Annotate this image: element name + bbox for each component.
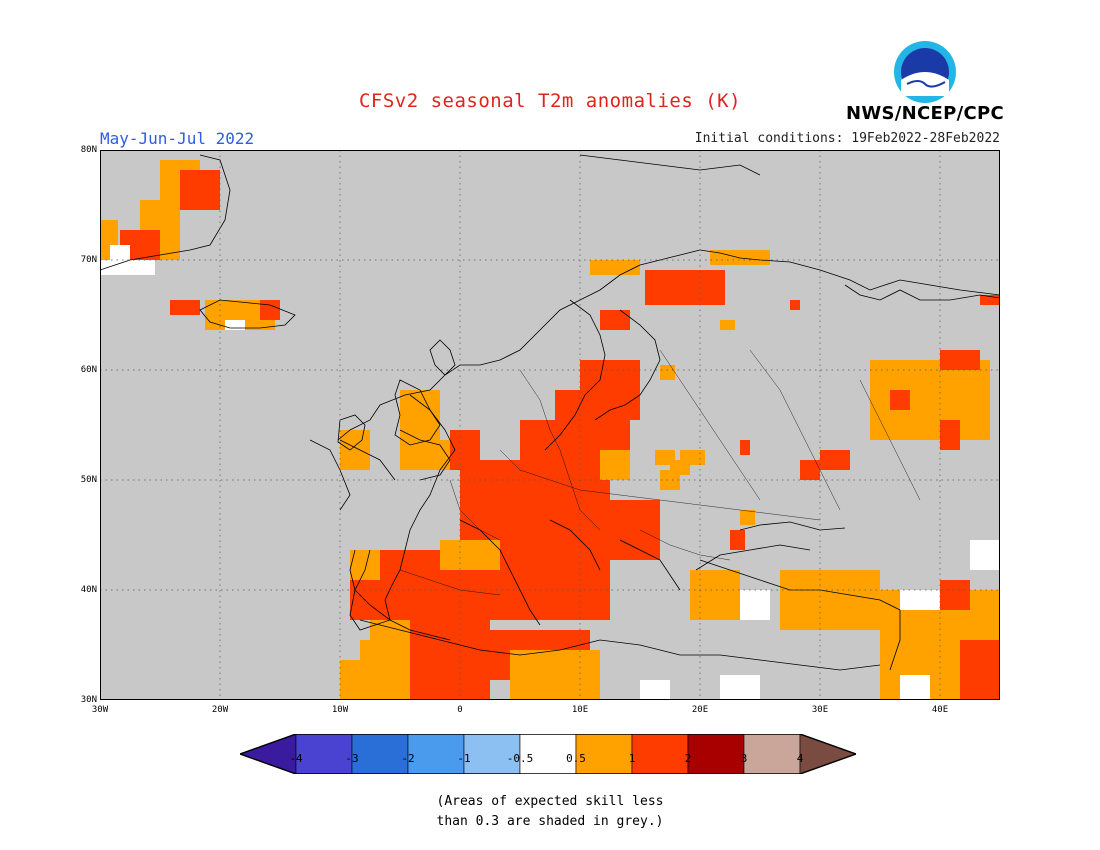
anomaly-cell (730, 530, 745, 550)
anomaly-cell (720, 675, 760, 700)
anomaly-cell (590, 260, 640, 275)
skill-note-line: (Areas of expected skill less (436, 794, 664, 809)
colorbar-label: 4 (796, 752, 804, 765)
anomaly-cell (940, 420, 960, 450)
colorbar-label: -0.5 (506, 752, 534, 765)
colorbar-segment (687, 734, 745, 774)
country-borders (399, 349, 921, 596)
anomaly-cell (645, 270, 725, 305)
colorbar-segment (799, 734, 857, 774)
lat-label: 70N (80, 255, 97, 265)
anomaly-cell (610, 500, 660, 560)
initial-conditions: Initial conditions: 19Feb2022-28Feb2022 (694, 131, 1000, 146)
anomaly-cell (180, 170, 220, 210)
anomaly-cell (600, 450, 630, 480)
anomaly-cell (720, 320, 735, 330)
colorbar-segment (519, 734, 577, 774)
anomaly-cell (740, 590, 770, 620)
anomaly-cell (400, 440, 450, 470)
lon-label: 10W (331, 705, 349, 715)
colorbar-label: 3 (740, 752, 748, 765)
lon-label: 20E (691, 705, 709, 715)
anomaly-cell (970, 540, 1000, 570)
anomaly-cell (340, 430, 370, 470)
anomaly-cell (225, 320, 245, 330)
colorbar-segment (631, 734, 689, 774)
anomaly-cell (340, 660, 380, 700)
lon-label: 40E (931, 705, 949, 715)
colorbar-label: -4 (289, 752, 303, 765)
anomaly-cell (900, 590, 950, 610)
anomaly-cells (100, 160, 1000, 700)
anomaly-cell (440, 540, 500, 570)
anomaly-cell (870, 360, 990, 440)
colorbar-segment (240, 734, 297, 774)
anomaly-cell (110, 245, 130, 260)
coastlines (100, 154, 1000, 671)
lon-label: 0 (457, 705, 463, 715)
colorbar-label: 2 (684, 752, 692, 765)
colorbar-segment (295, 734, 353, 774)
colorbar-segment (407, 734, 465, 774)
noaa-logo-icon (894, 41, 956, 103)
skill-note: (Areas of expected skill less than 0.3 a… (400, 792, 700, 832)
anomaly-cell (940, 350, 980, 370)
anomaly-cell (710, 250, 770, 265)
anomaly-cell (790, 300, 800, 310)
anomaly-cell (740, 510, 755, 525)
anomaly-cell (640, 680, 670, 700)
anomaly-cell (980, 295, 1000, 305)
colorbar-label: 0.5 (566, 752, 586, 765)
anomaly-cell (600, 310, 630, 330)
lat-label: 40N (80, 585, 97, 595)
lat-label: 60N (80, 365, 97, 375)
anomaly-cell (800, 460, 820, 480)
colorbar-label: -3 (345, 752, 359, 765)
anomaly-cell (890, 390, 910, 410)
colorbar-label: -2 (401, 752, 415, 765)
forecast-period: May-Jun-Jul 2022 (100, 129, 255, 148)
anomaly-cell (260, 300, 280, 320)
anomaly-cell (740, 440, 750, 455)
anomaly-cell (100, 260, 155, 275)
lon-label: 10E (571, 705, 589, 715)
anomaly-cell (510, 650, 600, 700)
colorbar-label: -1 (457, 752, 471, 765)
skill-note-line: than 0.3 are shaded in grey.) (436, 814, 664, 829)
lat-label: 30N (80, 695, 97, 705)
colorbar-label: 1 (628, 752, 636, 765)
anomaly-cell (350, 550, 380, 580)
anomaly-cell (940, 580, 970, 610)
colorbar-segment (743, 734, 801, 774)
lon-label: 30W (91, 705, 109, 715)
colorbar-segment (351, 734, 409, 774)
anomaly-cell (555, 390, 585, 420)
anomaly-cell (680, 450, 705, 465)
anomaly-cell (170, 300, 200, 315)
anomaly-cell (820, 450, 850, 470)
chart-title: CFSv2 seasonal T2m anomalies (K) (358, 90, 742, 112)
anomaly-cell (690, 570, 740, 620)
lon-label: 20W (211, 705, 229, 715)
colorbar (240, 734, 857, 774)
anomaly-cell (580, 360, 640, 420)
lat-label: 80N (80, 145, 97, 155)
anomaly-cell (780, 570, 880, 630)
anomaly-cell (900, 675, 930, 700)
anomaly-cell (410, 620, 490, 700)
agency-label: NWS/NCEP/CPC (846, 103, 1005, 124)
lon-label: 30E (811, 705, 829, 715)
anomaly-map (100, 150, 1000, 700)
anomaly-cell (660, 365, 675, 380)
anomaly-cell (960, 640, 1000, 700)
grid-lines (100, 150, 1000, 700)
lat-label: 50N (80, 475, 97, 485)
